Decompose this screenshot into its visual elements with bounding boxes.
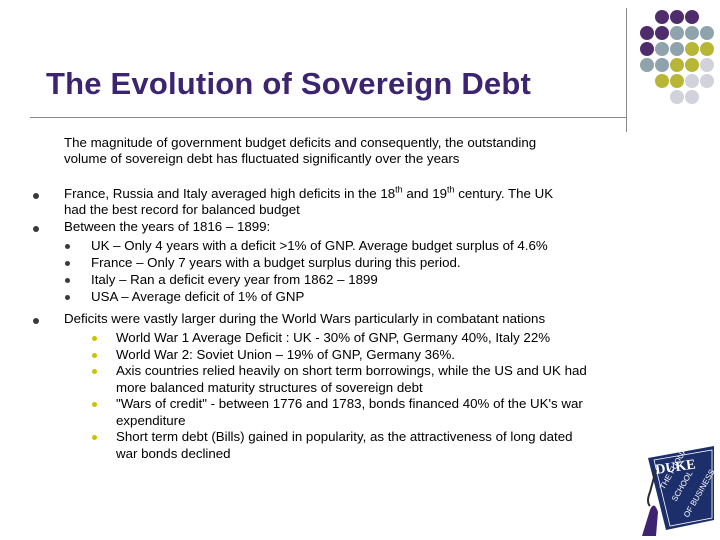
decorative-dot xyxy=(655,26,669,40)
war-list-item-line: more balanced maturity structures of sov… xyxy=(116,379,423,395)
decorative-dot xyxy=(670,74,684,88)
war-bullet-marker xyxy=(92,435,97,440)
war-list-item-line: "Wars of credit" - between 1776 and 1783… xyxy=(116,396,583,411)
bullet-1-line-2: had the best record for balanced budget xyxy=(64,202,300,217)
decorative-dot xyxy=(700,26,714,40)
logo-figure xyxy=(642,505,658,536)
sub-bullet-marker xyxy=(65,244,70,249)
war-list-item-line: expenditure xyxy=(116,412,186,428)
decorative-dot xyxy=(670,90,684,104)
decorative-dot xyxy=(640,42,654,56)
title-divider xyxy=(30,117,626,118)
war-list-item-line: Axis countries relied heavily on short t… xyxy=(116,363,587,378)
war-bullet-marker xyxy=(92,352,97,358)
duke-fuqua-logo: DUKE THE FUQUA SCHOOL OF BUSINESS xyxy=(642,446,716,536)
decorative-dot xyxy=(685,10,699,24)
vertical-divider xyxy=(626,8,627,132)
sub-list-item: France – Only 7 years with a budget surp… xyxy=(91,255,461,270)
decorative-dot xyxy=(685,58,699,72)
decorative-dot xyxy=(655,10,669,24)
war-list-item-line: war bonds declined xyxy=(116,445,231,461)
war-bullet-marker xyxy=(92,402,97,407)
sub-list-item: UK – Only 4 years with a deficit >1% of … xyxy=(91,238,548,253)
sub-list-item: Italy – Ran a deficit every year from 18… xyxy=(91,272,378,287)
decorative-dot xyxy=(685,74,699,88)
war-bullet-marker xyxy=(92,336,97,341)
logo-background xyxy=(648,446,714,530)
sub-list-item: USA – Average deficit of 1% of GNP xyxy=(91,289,305,304)
decorative-dot xyxy=(670,58,684,72)
war-list-item-line: World War 2: Soviet Union – 19% of GNP, … xyxy=(116,346,455,362)
decorative-dot xyxy=(700,58,714,72)
decorative-dot xyxy=(655,74,669,88)
decorative-dot xyxy=(640,26,654,40)
sub-bullet-marker xyxy=(65,261,70,266)
decorative-dot xyxy=(655,42,669,56)
bullet-2: Between the years of 1816 – 1899: xyxy=(64,219,271,234)
bullet-marker xyxy=(33,193,39,199)
decorative-dot xyxy=(670,42,684,56)
decorative-dot xyxy=(670,26,684,40)
slide-title: The Evolution of Sovereign Debt xyxy=(46,66,532,101)
bullet-3: Deficits were vastly larger during the W… xyxy=(64,311,546,326)
decorative-dot xyxy=(640,58,654,72)
intro-line-2: volume of sovereign debt has fluctuated … xyxy=(64,151,460,166)
decorative-dot-grid xyxy=(640,10,714,120)
decorative-dot xyxy=(700,74,714,88)
decorative-dot xyxy=(685,90,699,104)
decorative-dot xyxy=(700,42,714,56)
decorative-dot xyxy=(685,26,699,40)
logo-word: DUKE xyxy=(654,457,696,477)
bullet-marker xyxy=(33,226,39,232)
decorative-dot xyxy=(655,58,669,72)
war-bullet-marker xyxy=(92,369,97,374)
war-list-item-line: Short term debt (Bills) gained in popula… xyxy=(116,429,573,444)
bullet-marker xyxy=(33,318,39,324)
sub-bullet-marker xyxy=(65,295,70,300)
decorative-dot xyxy=(685,42,699,56)
bullet-1-line-1: France, Russia and Italy averaged high d… xyxy=(64,184,554,201)
intro-line-1: The magnitude of government budget defic… xyxy=(64,135,537,150)
sub-bullet-marker xyxy=(65,278,70,283)
war-list-item-line: World War 1 Average Deficit : UK - 30% o… xyxy=(116,330,551,345)
decorative-dot xyxy=(670,10,684,24)
